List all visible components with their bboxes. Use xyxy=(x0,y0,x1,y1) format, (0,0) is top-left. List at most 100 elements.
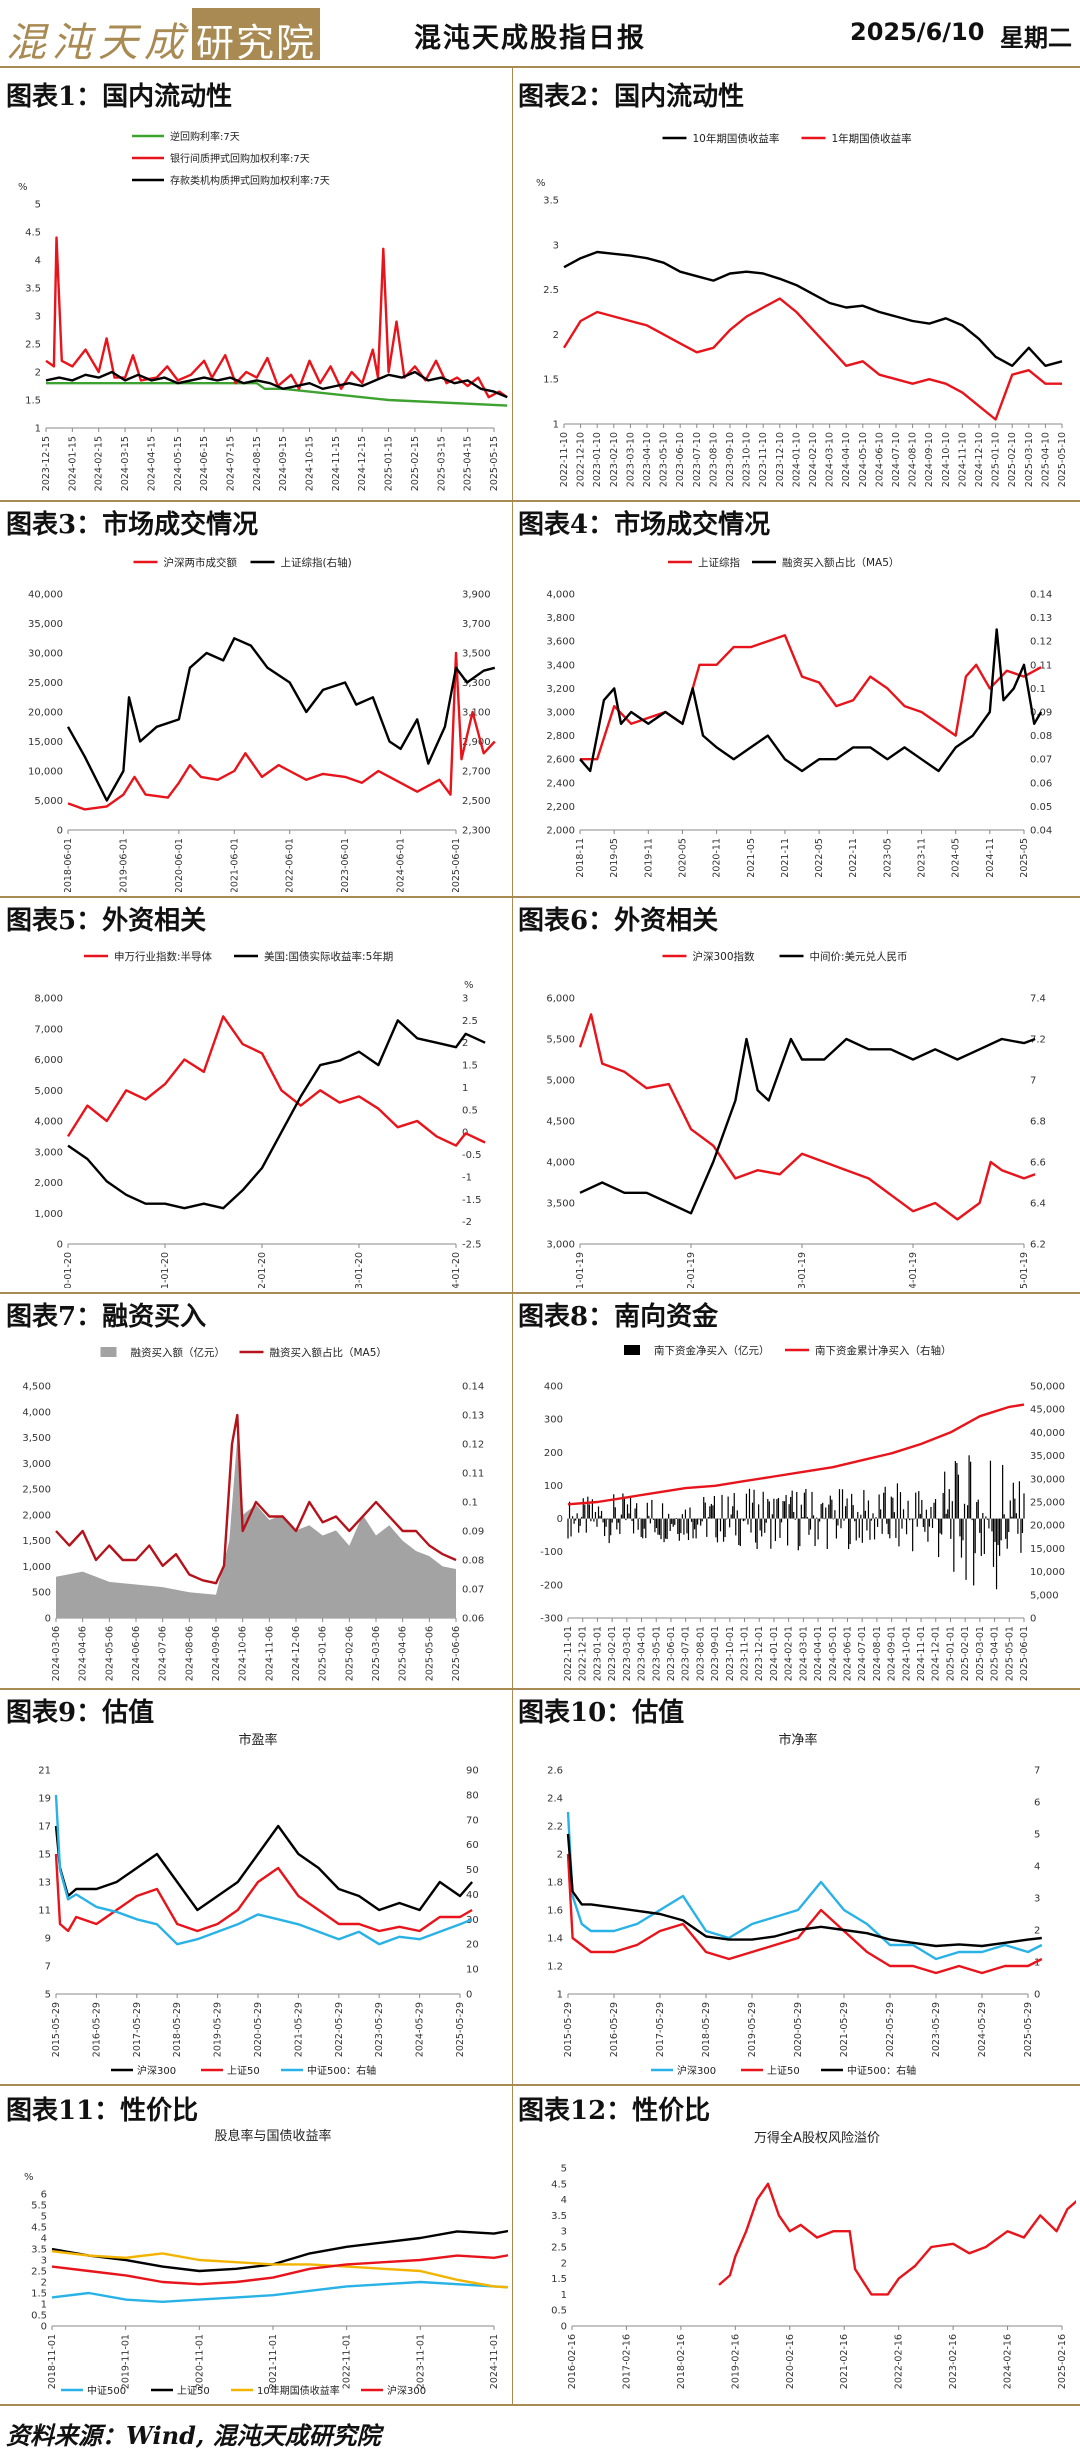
bar xyxy=(593,1518,595,1522)
x-tick-label: 2023-06-01 xyxy=(666,1626,677,1681)
y-tick-label-right: 30,000 xyxy=(1030,1474,1065,1485)
bar xyxy=(570,1518,572,1537)
chart-svg: % 0 1,000 2,000 3,000 4,000 5,000 6,000 7,000 8,0… xyxy=(34,950,486,1288)
y-tick-label: 1.4 xyxy=(547,1934,563,1945)
x-tick-label: 2023-02-16 xyxy=(948,2334,959,2389)
bar xyxy=(986,1518,988,1520)
y-tick-label: 3,400 xyxy=(546,660,575,671)
bar xyxy=(834,1510,836,1519)
y-tick-label: 2 xyxy=(557,1850,563,1861)
bar xyxy=(718,1518,720,1520)
bar xyxy=(796,1491,798,1519)
x-tick-label: 2021-05-29 xyxy=(839,2002,850,2057)
x-tick-label: 2015-05-29 xyxy=(563,2002,574,2057)
bar xyxy=(681,1514,683,1519)
x-tick-label: 2020-02-16 xyxy=(785,2334,796,2389)
bar xyxy=(902,1509,905,1519)
bar xyxy=(745,1493,748,1519)
bar xyxy=(715,1518,717,1538)
x-tick-label: 2023-01-20 xyxy=(354,1252,365,1288)
x-tick-label: 2025-06-01 xyxy=(1019,1626,1030,1681)
bar xyxy=(944,1471,946,1519)
legend-label: 上证50 xyxy=(177,2385,210,2397)
y-tick-label-right: 10,000 xyxy=(1030,1567,1065,1578)
chart-svg: 股息率与国债收益率% 00.511.522.533.544.555.56 2018-… xyxy=(24,2128,508,2397)
chart-9: 市盈率 5 7 9 11 13 15 17 19 21 0 10 20 30 40 50 60 70 80 90 201… xyxy=(4,1726,508,2080)
x-tick-label: 2023-09-01 xyxy=(710,1626,721,1681)
x-tick-label: 2025-05-06 xyxy=(424,1626,435,1681)
legend-label: 上证综指 xyxy=(698,556,740,569)
bar xyxy=(880,1509,882,1519)
bar xyxy=(744,1518,746,1521)
bar xyxy=(825,1507,827,1519)
bar xyxy=(936,1518,938,1520)
bar xyxy=(582,1498,584,1519)
divider xyxy=(0,66,1080,68)
y-tick-label: 1.5 xyxy=(31,2289,47,2300)
bar xyxy=(683,1518,685,1535)
bar xyxy=(1021,1518,1024,1534)
x-tick-label: 2023-02-01 xyxy=(607,1626,618,1681)
x-tick-label: 2023-03-01 xyxy=(622,1626,633,1681)
bar xyxy=(672,1518,674,1527)
bar xyxy=(640,1518,642,1537)
x-tick-label: 2024-11-01 xyxy=(489,2334,500,2389)
x-tick-label: 2024-02-10 xyxy=(808,432,819,487)
bar xyxy=(809,1518,812,1530)
bar xyxy=(876,1518,879,1527)
legend-label: 申万行业指数:半导体 xyxy=(114,950,213,963)
y-tick-label-right: 20 xyxy=(466,1940,479,1951)
bar xyxy=(774,1518,777,1542)
bar xyxy=(771,1514,773,1519)
x-tick-label: 2024-12-10 xyxy=(974,432,985,487)
legend-label: 上证50 xyxy=(767,2065,800,2077)
line-series xyxy=(579,1037,1036,1215)
bar xyxy=(735,1518,737,1536)
y-tick-label: 1.5 xyxy=(25,396,41,407)
y-tick-label: 400 xyxy=(544,1382,563,1393)
chart-11: 股息率与国债收益率% 0 0.5 1 1.5 2 2.5 3 3.5 4 4.5 5 5.5 6 2018-… xyxy=(4,2124,508,2400)
legend-label: 融资买入额占比（MA5） xyxy=(782,556,899,569)
y-tick-label: 200 xyxy=(544,1448,563,1459)
x-tick-label: 2025-04-01 xyxy=(990,1626,1001,1681)
bar xyxy=(573,1518,575,1524)
bar xyxy=(1011,1516,1013,1519)
y-tick-label-right: 80 xyxy=(466,1790,479,1801)
bar xyxy=(578,1518,580,1533)
panel-title-6: 图表6：外资相关 xyxy=(518,906,719,936)
y-tick-label: 1.6 xyxy=(547,1906,563,1917)
bar xyxy=(594,1511,597,1519)
bar xyxy=(1006,1518,1008,1549)
y-tick-label: 7,000 xyxy=(34,1024,63,1035)
x-tick-label: 2022-12-10 xyxy=(576,432,587,487)
y-tick-label-right: 60 xyxy=(466,1840,479,1851)
x-tick-label: 2024-04-06 xyxy=(78,1626,89,1681)
x-tick-label: 2023-08-10 xyxy=(708,432,719,487)
legend-label: 融资买入额（亿元） xyxy=(131,1346,226,1359)
y-tick-label-right: 70 xyxy=(466,1815,479,1826)
y-tick-label-right: 0 xyxy=(466,1990,472,2001)
panel-title-10: 图表10：估值 xyxy=(518,1698,685,1728)
bar xyxy=(700,1518,702,1526)
x-tick-label: 2017-02-16 xyxy=(621,2334,632,2389)
line-series xyxy=(67,1019,486,1210)
bar xyxy=(861,1518,863,1543)
y-tick-label-right: 7 xyxy=(1034,1766,1040,1777)
bar xyxy=(675,1518,677,1520)
x-tick-label: 2023-06-01 xyxy=(340,838,351,892)
x-tick-label: 2025-05-29 xyxy=(1023,2002,1034,2057)
bar xyxy=(954,1460,956,1519)
bar xyxy=(947,1509,949,1519)
logo-char: 混 xyxy=(6,20,46,66)
bar xyxy=(793,1511,795,1519)
bar xyxy=(1017,1518,1019,1534)
bar xyxy=(1008,1518,1010,1533)
y-tick-label: 2,000 xyxy=(34,1178,63,1189)
bar xyxy=(1020,1518,1022,1553)
bar xyxy=(989,1460,992,1519)
line-series xyxy=(45,370,508,399)
line-series xyxy=(67,651,496,811)
area-series xyxy=(56,1437,456,1618)
bar xyxy=(669,1518,671,1532)
bar xyxy=(692,1518,694,1539)
